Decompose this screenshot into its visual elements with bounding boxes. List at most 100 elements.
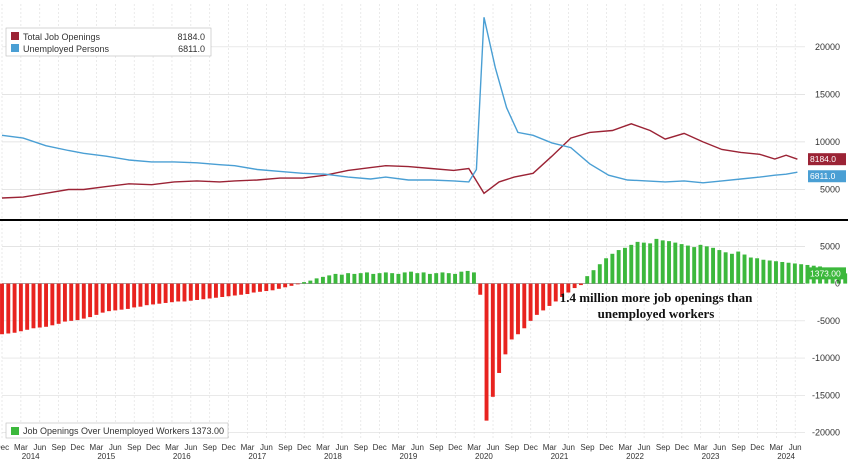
bar <box>667 241 671 284</box>
bar <box>673 242 678 284</box>
bar <box>459 271 464 284</box>
bar <box>723 252 728 284</box>
bar <box>81 283 86 319</box>
bar <box>805 264 810 284</box>
x-tick-label-month: Jun <box>713 443 726 452</box>
tag-unemployed-bg <box>808 170 846 183</box>
bar <box>207 283 212 299</box>
bar <box>409 271 413 284</box>
x-tick-label-month: Jun <box>260 443 273 452</box>
bar <box>427 273 432 284</box>
x-tick-label-month: Sep <box>429 443 444 452</box>
bar <box>358 273 363 284</box>
bar <box>289 283 294 286</box>
x-tick-label-month: Jun <box>638 443 651 452</box>
bar <box>144 283 149 306</box>
x-tick-label-year: 2015 <box>97 452 115 461</box>
bar <box>320 276 325 284</box>
x-tick-label-year: 2016 <box>173 452 191 461</box>
bar <box>201 283 206 300</box>
bar <box>37 283 42 328</box>
bar <box>94 283 99 315</box>
bar <box>440 272 445 284</box>
bar <box>251 283 256 293</box>
tag-unemployed-text: 6811.0 <box>810 171 836 181</box>
x-tick-label-month: Dec <box>70 443 84 452</box>
x-tick-label-month: Jun <box>335 443 348 452</box>
x-tick-label-month: Dec <box>675 443 689 452</box>
x-tick-label-month: Dec <box>599 443 613 452</box>
bar <box>308 280 313 284</box>
legend-value-gap: 1373.00 <box>191 426 224 436</box>
annotation: 1.4 million more job openings than unemp… <box>560 290 753 321</box>
bar <box>629 244 634 284</box>
bar <box>522 283 527 329</box>
bar <box>792 263 797 284</box>
x-tick-label-year: 2014 <box>22 452 40 461</box>
bar <box>333 273 338 284</box>
bar <box>774 261 778 284</box>
bar <box>453 273 458 284</box>
bar <box>471 272 476 284</box>
axis-layer: 5000 10000 15000 20000 5000 0 -5000 -10000 -1500… <box>0 42 840 461</box>
tag-job-openings-bg <box>808 153 846 166</box>
bar <box>12 283 17 333</box>
tag-job-openings-text: 8184.0 <box>810 154 836 164</box>
top-legend-box <box>5 27 212 57</box>
x-tick-label-month: Jun <box>33 443 46 452</box>
x-tick-label-month: Sep <box>580 443 595 452</box>
bottom-y-tick-label: -10000 <box>812 353 840 363</box>
bar <box>415 273 420 284</box>
bar <box>421 272 426 284</box>
x-tick-label-month: Jun <box>562 443 575 452</box>
x-tick-label-month: Jun <box>411 443 424 452</box>
legend-swatch-unemployed <box>11 44 19 52</box>
bar <box>100 283 105 313</box>
bar <box>553 283 558 302</box>
bar <box>390 273 395 284</box>
x-tick-label-month: Dec <box>146 443 160 452</box>
bar <box>742 254 747 284</box>
bar <box>396 273 401 284</box>
bar <box>62 283 67 322</box>
bar <box>541 283 546 311</box>
legend-value-unemployed: 6811.0 <box>178 44 205 54</box>
x-tick-label-month: Sep <box>278 443 293 452</box>
bottom-y-tick-label: -5000 <box>817 316 840 326</box>
top-y-tick-label: 15000 <box>815 89 840 99</box>
bar <box>295 283 300 285</box>
bars-layer <box>0 238 848 421</box>
x-tick-label-year: 2024 <box>777 452 795 461</box>
x-tick-label-month: Dec <box>373 443 387 452</box>
bar <box>75 283 80 321</box>
x-tick-label-year: 2022 <box>626 452 644 461</box>
bar <box>245 283 250 295</box>
bar <box>597 264 602 284</box>
x-tick-label-month: Sep <box>203 443 218 452</box>
top-y-tick-label: 20000 <box>815 42 840 52</box>
bar <box>18 283 23 332</box>
bar <box>641 242 646 284</box>
bar <box>534 283 539 315</box>
bar <box>365 272 369 284</box>
bar <box>151 283 155 305</box>
x-tick-label-month: Mar <box>90 443 104 452</box>
x-tick-label-month: Jun <box>109 443 122 452</box>
annotation-line-2: unemployed workers <box>598 306 715 321</box>
x-tick-label-month: Dec <box>297 443 311 452</box>
x-tick-label-year: 2020 <box>475 452 493 461</box>
bar <box>711 247 716 284</box>
bar <box>604 258 609 284</box>
bar <box>767 260 772 284</box>
x-tick-label-year: 2017 <box>248 452 266 461</box>
bottom-y-tick-label: 0 <box>835 279 840 289</box>
bar <box>516 283 520 335</box>
bottom-legend-box <box>5 422 229 439</box>
x-tick-label-month: Mar <box>392 443 406 452</box>
bar <box>188 283 193 301</box>
bottom-y-tick-label: -20000 <box>812 428 840 438</box>
bar <box>648 243 653 284</box>
x-tick-label-month: Mar <box>316 443 330 452</box>
bar <box>182 283 187 302</box>
